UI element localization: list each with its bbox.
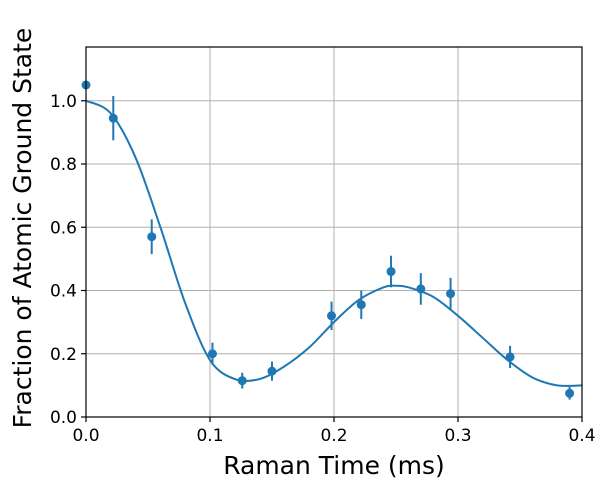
fit-curve-group bbox=[85, 99, 583, 387]
y-axis: 0.0 0.2 0.4 0.6 0.8 1.0 bbox=[50, 92, 86, 428]
data-points-group bbox=[81, 80, 575, 400]
y-tick-label: 0.8 bbox=[50, 155, 77, 175]
data-point bbox=[565, 388, 575, 398]
data-point bbox=[446, 289, 456, 299]
data-point bbox=[327, 311, 337, 321]
x-tick-label: 0.2 bbox=[320, 426, 347, 446]
grid bbox=[85, 47, 583, 418]
data-point bbox=[505, 352, 515, 362]
x-axis: 0.0 0.1 0.2 0.3 0.4 bbox=[72, 417, 596, 446]
data-point bbox=[267, 366, 277, 376]
x-tick-label: 0.4 bbox=[568, 426, 595, 446]
x-tick-label: 0.3 bbox=[444, 426, 471, 446]
x-tick-label: 0.0 bbox=[72, 426, 99, 446]
y-tick-label: 0.2 bbox=[50, 345, 77, 365]
y-tick-label: 0.0 bbox=[50, 408, 77, 428]
y-tick-label: 0.6 bbox=[50, 218, 77, 238]
data-point bbox=[386, 267, 396, 277]
x-tick-label: 0.1 bbox=[196, 426, 223, 446]
y-tick-label: 1.0 bbox=[50, 92, 77, 112]
data-point bbox=[416, 284, 426, 294]
fit-curve bbox=[85, 99, 583, 387]
data-point bbox=[108, 113, 118, 123]
data-point bbox=[237, 376, 247, 386]
data-point bbox=[147, 232, 157, 242]
data-point bbox=[356, 300, 366, 310]
data-point bbox=[207, 349, 217, 359]
x-axis-label: Raman Time (ms) bbox=[223, 451, 445, 480]
y-tick-label: 0.4 bbox=[50, 282, 77, 302]
y-axis-label: Fraction of Atomic Ground State bbox=[8, 28, 37, 429]
